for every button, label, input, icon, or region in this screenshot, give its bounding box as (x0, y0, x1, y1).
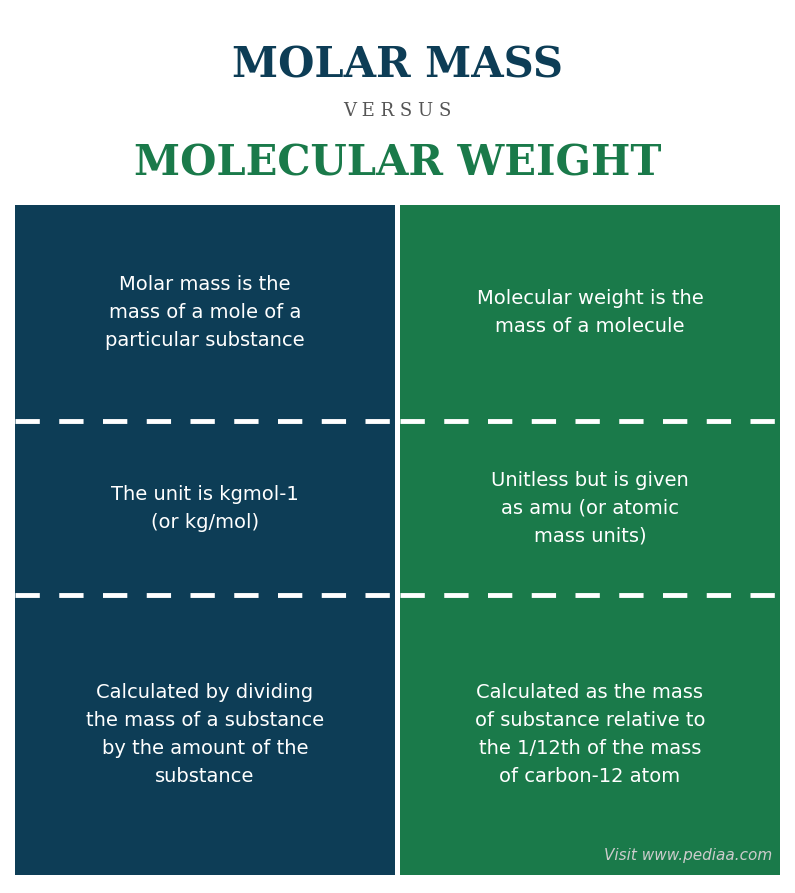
Text: MOLECULAR WEIGHT: MOLECULAR WEIGHT (134, 142, 661, 184)
Text: Calculated by dividing
the mass of a substance
by the amount of the
substance: Calculated by dividing the mass of a sub… (86, 683, 324, 787)
Text: Unitless but is given
as amu (or atomic
mass units): Unitless but is given as amu (or atomic … (491, 471, 689, 546)
Text: Molecular weight is the
mass of a molecule: Molecular weight is the mass of a molecu… (477, 289, 704, 337)
Bar (400, 205, 780, 421)
Text: Visit www.pediaa.com: Visit www.pediaa.com (603, 848, 772, 863)
Text: MOLAR MASS: MOLAR MASS (232, 44, 563, 86)
Text: Calculated as the mass
of substance relative to
the 1/12th of the mass
of carbon: Calculated as the mass of substance rela… (475, 683, 705, 787)
Text: V E R S U S: V E R S U S (343, 102, 452, 120)
Bar (15, 595, 395, 875)
Bar (15, 421, 395, 595)
Text: The unit is kgmol-1
(or kg/mol): The unit is kgmol-1 (or kg/mol) (111, 485, 299, 531)
Bar (400, 421, 780, 595)
Bar (400, 595, 780, 875)
Text: Molar mass is the
mass of a mole of a
particular substance: Molar mass is the mass of a mole of a pa… (105, 276, 304, 350)
Bar (15, 205, 395, 421)
